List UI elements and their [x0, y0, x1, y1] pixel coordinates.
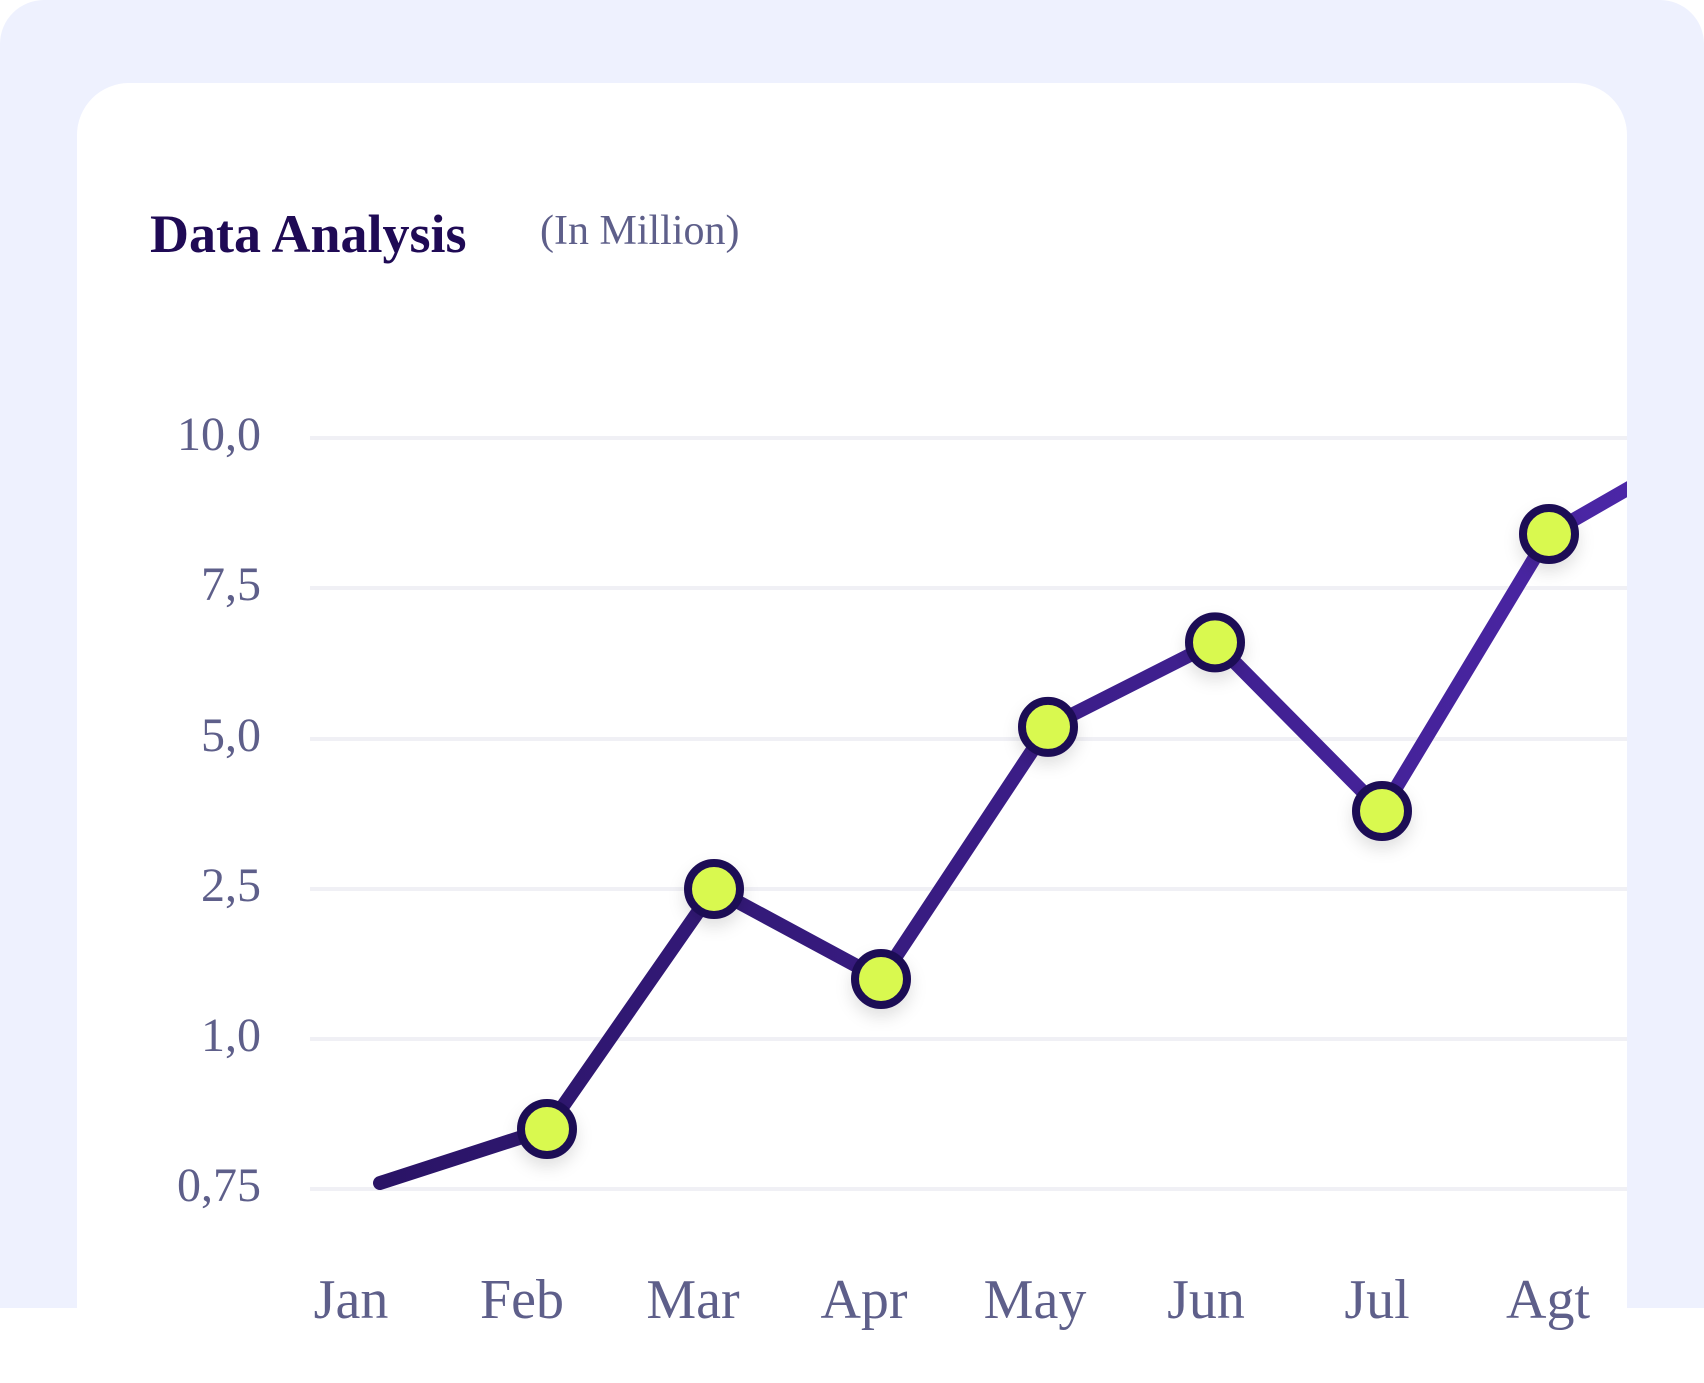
x-tick-label: Jul	[1344, 1269, 1409, 1331]
chart-subtitle: (In Million)	[540, 208, 740, 254]
x-tick-label: Apr	[820, 1269, 907, 1331]
data-point-mar[interactable]	[684, 859, 744, 919]
data-point-apr[interactable]	[851, 949, 911, 1009]
data-point-agt[interactable]	[1519, 504, 1579, 564]
line-segment	[1208, 635, 1389, 818]
line-segment	[1041, 635, 1222, 734]
x-tick-label: May	[984, 1269, 1087, 1331]
y-tick-label: 0,75	[177, 1159, 261, 1212]
x-tick-label: Jan	[314, 1269, 389, 1331]
line-segment	[1542, 481, 1627, 541]
chart-card: Data Analysis (In Million) 0,75 1,0 2,5 5,0…	[77, 83, 1627, 1383]
x-tick-label: Feb	[480, 1269, 564, 1331]
data-point-jun[interactable]	[1185, 612, 1245, 673]
line-chart: 0,75 1,0 2,5 5,0 7,5 10,0 Jan Feb Mar Apr May Jun Ju…	[177, 408, 1627, 1331]
data-point-feb[interactable]	[517, 1099, 577, 1159]
y-tick-label: 1,0	[201, 1009, 261, 1062]
line-segment	[1375, 527, 1556, 818]
line-segment	[540, 882, 721, 1136]
line-segment	[874, 719, 1055, 986]
x-tick-label: Jun	[1167, 1269, 1245, 1331]
x-tick-label: Mar	[646, 1269, 740, 1331]
data-point-jul[interactable]	[1352, 781, 1412, 841]
y-tick-label: 7,5	[201, 558, 261, 611]
line-segment	[707, 882, 888, 986]
y-tick-label: 2,5	[201, 859, 261, 912]
y-tick-label: 5,0	[201, 709, 261, 762]
chart-title: Data Analysis	[150, 204, 467, 264]
y-tick-label: 10,0	[177, 408, 261, 461]
data-point-may[interactable]	[1018, 696, 1078, 757]
x-tick-label: Agt	[1506, 1269, 1590, 1331]
